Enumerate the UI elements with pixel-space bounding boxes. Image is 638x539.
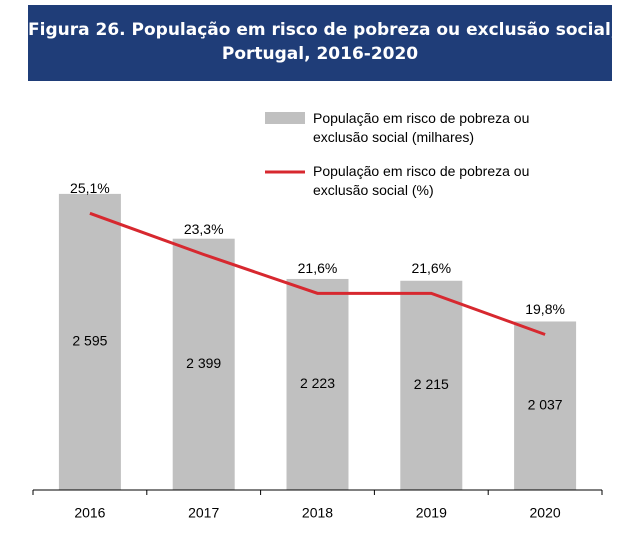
x-tick-label: 2020 — [530, 505, 561, 521]
bar-label: 2 215 — [414, 376, 449, 392]
bar-label: 2 399 — [186, 355, 221, 371]
bar — [514, 321, 577, 490]
bar — [286, 278, 349, 490]
title-line: Portugal, 2016-2020 — [221, 44, 419, 64]
x-tick-label: 2018 — [302, 505, 333, 521]
title-box: Figura 26. População em risco de pobreza… — [28, 5, 618, 81]
line — [89, 211, 546, 336]
bar-label: 2 223 — [300, 375, 335, 391]
title-line: Figura 26. População em risco de pobreza… — [28, 20, 618, 40]
legend-label: População em risco de pobreza ou exclusã… — [313, 163, 530, 198]
x-tick-label: 2016 — [74, 505, 105, 521]
x-tick-label: 2019 — [416, 505, 447, 521]
bar-label: 2 595 — [72, 333, 107, 349]
line-label: 21,6% — [298, 260, 338, 276]
legend-label: População em risco de pobreza ou exclusã… — [313, 110, 530, 145]
x-tick-label: 2017 — [188, 505, 219, 521]
legend-swatch-bar — [265, 112, 305, 124]
line-label: 19,8% — [525, 301, 565, 317]
line-label: 21,6% — [411, 260, 451, 276]
line-label: 25,1% — [70, 180, 110, 196]
bar — [400, 280, 463, 490]
bar — [172, 238, 235, 490]
bar-label: 2 037 — [528, 396, 563, 412]
bar — [58, 193, 121, 491]
line-label: 23,3% — [184, 221, 224, 237]
